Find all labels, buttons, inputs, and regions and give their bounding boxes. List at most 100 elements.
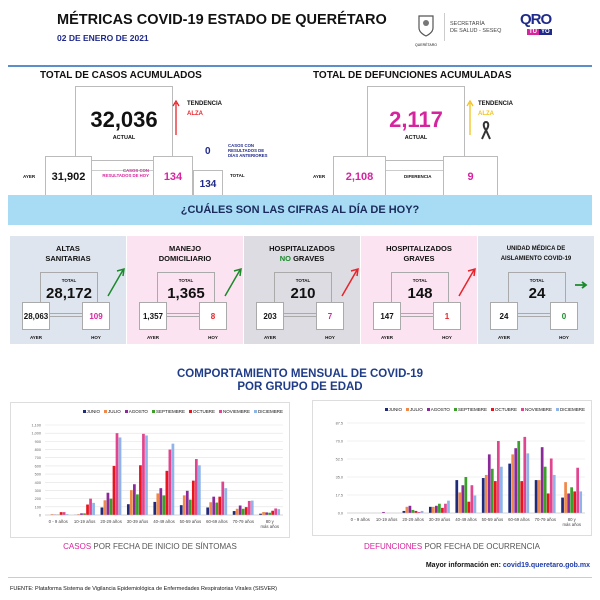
bar-septiembre xyxy=(464,477,468,513)
bar-junio xyxy=(206,507,210,515)
trend-up-arrow-icon xyxy=(466,99,474,135)
trend-up-arrow-icon xyxy=(107,267,125,297)
casos-chart: JUNIO JULIO AGOSTO SEPTIEMBRE OCTUBRE NOVIEMB… xyxy=(10,402,290,538)
bar-octubre xyxy=(165,470,169,515)
card-total: 28,172 xyxy=(46,285,92,302)
legend-item: NOVIEMBRE xyxy=(520,407,552,412)
defunciones-tendencia: ALZA xyxy=(478,111,494,117)
bar-agosto xyxy=(540,447,544,513)
more-info-link[interactable]: covid19.queretaro.gob.mx xyxy=(502,562,590,569)
bar-octubre xyxy=(191,480,195,515)
bar-diciembre xyxy=(198,465,201,515)
y-tick-label: 17.5 xyxy=(336,494,343,498)
defunciones-actual: 2,117 xyxy=(389,107,443,132)
card-title: UNIDAD MÉDICA DE AISLAMIENTO COVID-19 xyxy=(500,246,572,262)
trend-up-arrow-icon xyxy=(341,267,359,297)
x-tick-label: 70-79 años xyxy=(233,519,255,524)
bar-julio xyxy=(103,500,107,515)
bar-julio xyxy=(564,482,567,513)
card-total: 24 xyxy=(528,285,546,302)
bar-noviembre xyxy=(417,511,421,513)
bar-septiembre xyxy=(215,502,219,515)
bar-diciembre xyxy=(277,509,281,515)
bar-septiembre xyxy=(438,503,441,513)
defunciones-ayer: 2,108 xyxy=(333,156,386,199)
defunciones-diferencia: 9 xyxy=(443,156,498,199)
legend-item: JULIO xyxy=(406,407,423,412)
bar-agosto xyxy=(185,490,189,515)
legend-item: NOVIEMBRE xyxy=(218,409,250,414)
bar-octubre xyxy=(139,465,142,515)
trend-up-arrow-icon xyxy=(458,267,476,297)
card-title: HOSPITALIZADOS GRAVES xyxy=(386,244,452,263)
card-total: 210 xyxy=(290,285,316,302)
bar-agosto xyxy=(461,485,465,513)
y-tick-label: 87.5 xyxy=(336,422,343,426)
bar-noviembre xyxy=(221,481,225,515)
card-hoy: 8 xyxy=(199,302,227,330)
bar-agosto xyxy=(133,484,136,515)
casos-actual: 32,036 xyxy=(90,107,158,132)
bar-junio xyxy=(481,478,485,513)
bar-noviembre xyxy=(549,458,553,513)
x-tick-label: 80 y más años xyxy=(260,519,279,529)
casos-title: TOTAL DE CASOS ACUMULADOS xyxy=(40,70,202,81)
x-tick-label: 20-29 años xyxy=(100,519,122,524)
y-tick-label: 0 xyxy=(39,514,41,518)
bar-diciembre xyxy=(65,514,69,515)
bar-diciembre xyxy=(171,443,175,515)
x-tick-label: 30-39 años xyxy=(429,517,451,522)
x-tick-label: 70-79 años xyxy=(535,517,557,522)
y-tick-label: 400 xyxy=(35,481,41,485)
header-rule xyxy=(8,65,592,67)
card-total: 1,365 xyxy=(167,285,205,302)
y-tick-label: 100 xyxy=(35,505,41,509)
y-tick-label: 900 xyxy=(35,440,41,444)
queretaro-seal-logo: QUERÉTARO xyxy=(415,12,437,47)
bar-noviembre xyxy=(576,467,580,513)
y-tick-label: 35.0 xyxy=(336,476,343,480)
y-tick-label: 1,100 xyxy=(31,424,41,428)
bar-junio xyxy=(153,501,157,515)
card-hoy: 1 xyxy=(433,302,461,330)
bar-julio xyxy=(405,506,409,513)
bar-octubre xyxy=(441,507,444,513)
card-total-box: TOTAL 210 xyxy=(274,272,332,314)
bar-octubre xyxy=(467,501,471,513)
card-title: HOSPITALIZADOS NO GRAVES xyxy=(269,244,335,263)
bar-noviembre xyxy=(89,498,92,515)
section-title: COMPORTAMIENTO MENSUAL DE COVID-19 POR GR… xyxy=(177,368,423,393)
card-title: MANEJO DOMICILIARIO xyxy=(158,244,212,263)
bar-junio xyxy=(179,505,183,515)
y-tick-label: 52.5 xyxy=(336,458,343,462)
bar-diciembre xyxy=(250,500,254,515)
bar-junio xyxy=(455,480,459,513)
card-total-box: TOTAL 24 xyxy=(508,272,566,314)
bar-octubre xyxy=(59,512,63,515)
bar-julio xyxy=(50,514,54,515)
legend-item: OCTUBRE xyxy=(490,407,517,412)
bar-julio xyxy=(537,480,541,513)
source-note: FUENTE: Plataforma Sistema de Vigilancia… xyxy=(10,586,277,592)
card-ayer: 147 xyxy=(373,302,401,330)
legend-item: DICIEMBRE xyxy=(555,407,585,412)
secretaria-logo: SECRETARÍA DE SALUD - SESEQ xyxy=(450,21,502,34)
bar-octubre xyxy=(112,465,116,515)
casos-chart-caption: CASOS POR FECHA DE INICIO DE SÍNTOMAS xyxy=(63,542,237,551)
bar-diciembre xyxy=(473,495,477,513)
x-tick-label: 80 y más años xyxy=(562,517,581,527)
bar-agosto xyxy=(238,505,242,515)
x-tick-label: 10-19 años xyxy=(376,517,398,522)
casos-hoy: 134 xyxy=(153,156,193,199)
bar-septiembre xyxy=(83,513,86,515)
legend-item: DICIEMBRE xyxy=(253,409,283,414)
legend-item: JULIO xyxy=(104,409,121,414)
bar-septiembre xyxy=(490,468,494,513)
card-total-box: TOTAL 148 xyxy=(391,272,449,314)
bar-junio xyxy=(534,480,538,513)
bar-septiembre xyxy=(411,509,415,513)
bar-noviembre xyxy=(470,485,474,513)
y-tick-label: 600 xyxy=(35,464,41,468)
bar-agosto xyxy=(382,511,385,513)
bar-diciembre xyxy=(526,453,530,513)
